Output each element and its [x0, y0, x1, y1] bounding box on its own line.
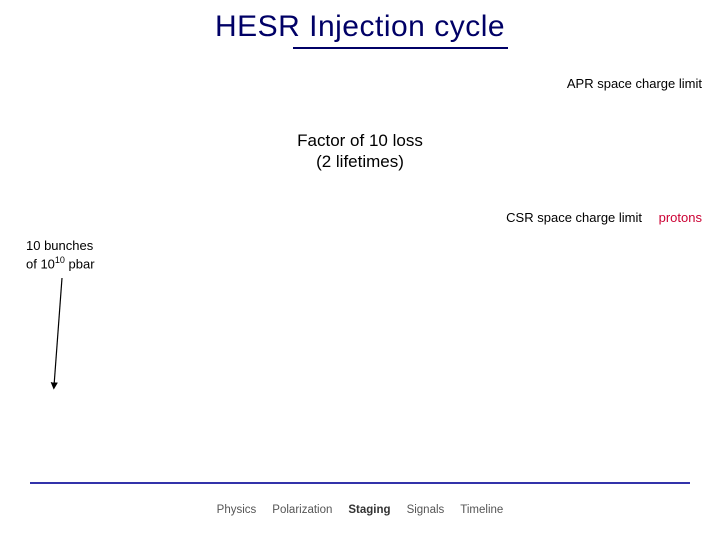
footer-item-physics: Physics [217, 504, 257, 516]
footer-item-signals: Signals [407, 504, 445, 516]
factor-line1: Factor of 10 loss [297, 131, 423, 150]
footer-item-polarization: Polarization [272, 504, 332, 516]
bunches-exponent: 10 [55, 255, 65, 265]
bunches-suffix: pbar [65, 256, 95, 271]
factor-label: Factor of 10 loss (2 lifetimes) [0, 130, 720, 173]
arrow-icon [48, 278, 68, 398]
csr-label: CSR space charge limit [506, 210, 642, 225]
factor-line2: (2 lifetimes) [316, 152, 404, 171]
protons-label: protons [659, 210, 702, 225]
footer-item-timeline: Timeline [460, 504, 503, 516]
apr-label: APR space charge limit [567, 76, 702, 91]
page-title: HESR Injection cycle [0, 10, 720, 44]
title-underline [293, 47, 508, 49]
footer-item-staging: Staging [348, 504, 390, 516]
footer-nav: Physics Polarization Staging Signals Timelin… [0, 504, 720, 516]
bunches-prefix: of 10 [26, 256, 55, 271]
bunches-label: 10 bunches of 1010 pbar [26, 238, 95, 273]
arrow [48, 278, 68, 398]
footer-rule [30, 482, 690, 484]
bunches-line1: 10 bunches [26, 238, 93, 253]
